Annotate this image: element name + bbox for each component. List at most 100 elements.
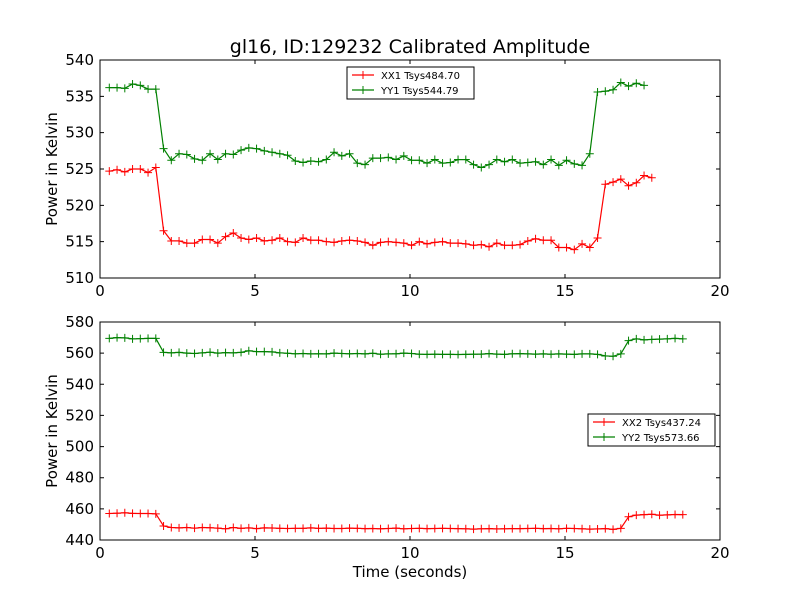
- data-point: [337, 151, 346, 160]
- y-tick-label: 530: [65, 124, 94, 142]
- data-point: [268, 524, 277, 533]
- x-tick-label: 10: [400, 282, 419, 300]
- data-point: [678, 510, 687, 519]
- data-point: [244, 143, 253, 152]
- data-point: [508, 349, 517, 358]
- data-point: [128, 79, 137, 88]
- data-point: [430, 350, 439, 359]
- x-tick-label: 0: [95, 282, 105, 300]
- data-point: [446, 350, 455, 359]
- data-point: [159, 348, 168, 357]
- data-point: [128, 334, 137, 343]
- data-point: [678, 334, 687, 343]
- data-point: [368, 524, 377, 533]
- data-point: [322, 237, 331, 246]
- data-point: [151, 85, 160, 94]
- data-point: [151, 334, 160, 343]
- data-point: [655, 511, 664, 520]
- data-point: [593, 87, 602, 96]
- data-point: [337, 236, 346, 245]
- data-point: [252, 234, 261, 243]
- y-tick-label: 540: [65, 51, 94, 69]
- data-point: [314, 236, 323, 245]
- data-point: [182, 150, 191, 159]
- y-tick-label: 460: [65, 500, 94, 518]
- data-point: [469, 525, 478, 534]
- data-point: [461, 524, 470, 533]
- data-point: [144, 509, 153, 518]
- y-tick-label: 480: [65, 469, 94, 487]
- bottom-axes: 0 5 10 15 20 440 460 480 500 520 540 560 580 Power in…: [43, 313, 730, 581]
- y-tick-label: 535: [65, 87, 94, 105]
- legend-label: XX1 Tsys484.70: [381, 71, 460, 82]
- data-point: [516, 524, 525, 533]
- data-point: [252, 144, 261, 153]
- data-point: [578, 161, 587, 170]
- data-point: [314, 349, 323, 358]
- data-point: [446, 158, 455, 167]
- data-point: [500, 241, 509, 250]
- data-point: [252, 347, 261, 356]
- data-point: [113, 165, 122, 174]
- data-point: [283, 237, 292, 246]
- data-point: [570, 245, 579, 254]
- data-point: [454, 155, 463, 164]
- data-point: [306, 349, 315, 358]
- data-point: [461, 239, 470, 248]
- data-point: [469, 241, 478, 250]
- data-point: [640, 510, 649, 519]
- y-axis-label: Power in Kelvin: [43, 374, 61, 488]
- data-point: [384, 153, 393, 162]
- data-point: [268, 236, 277, 245]
- y-tick-label: 580: [65, 313, 94, 331]
- data-point: [182, 523, 191, 532]
- data-point: [415, 237, 424, 246]
- data-point: [291, 524, 300, 533]
- data-point: [260, 523, 269, 532]
- data-point: [206, 235, 215, 244]
- data-point: [376, 350, 385, 359]
- data-point: [616, 349, 625, 358]
- y-tick-label: 520: [65, 196, 94, 214]
- data-point: [175, 523, 184, 532]
- data-point: [175, 348, 184, 357]
- data-point: [299, 349, 308, 358]
- data-point: [113, 333, 122, 342]
- data-point: [384, 237, 393, 246]
- data-point: [407, 524, 416, 533]
- data-point: [547, 350, 556, 359]
- data-point: [578, 239, 587, 248]
- data-point: [500, 524, 509, 533]
- data-point: [624, 181, 633, 190]
- data-point: [399, 524, 408, 533]
- data-point: [477, 524, 486, 533]
- data-point: [601, 180, 610, 189]
- data-point: [585, 349, 594, 358]
- data-point: [547, 155, 556, 164]
- data-point: [252, 524, 261, 533]
- data-point: [299, 158, 308, 167]
- data-point: [430, 155, 439, 164]
- data-point: [105, 83, 114, 92]
- data-point: [221, 232, 230, 241]
- data-point: [554, 349, 563, 358]
- data-point: [237, 348, 246, 357]
- data-point: [647, 335, 656, 344]
- data-point: [136, 165, 145, 173]
- data-point: [291, 349, 300, 358]
- data-point: [539, 160, 548, 169]
- x-tick-label: 10: [400, 544, 419, 562]
- data-point: [407, 156, 416, 165]
- data-point: [213, 524, 222, 533]
- data-point: [128, 509, 137, 518]
- data-point: [159, 226, 168, 235]
- data-point: [508, 155, 517, 164]
- data-point: [322, 349, 331, 358]
- series-line-red: [109, 166, 652, 251]
- data-point: [345, 236, 354, 245]
- data-point: [562, 524, 571, 533]
- x-tick-label: 15: [555, 544, 574, 562]
- x-tick-label: 15: [555, 282, 574, 300]
- data-point: [221, 348, 230, 357]
